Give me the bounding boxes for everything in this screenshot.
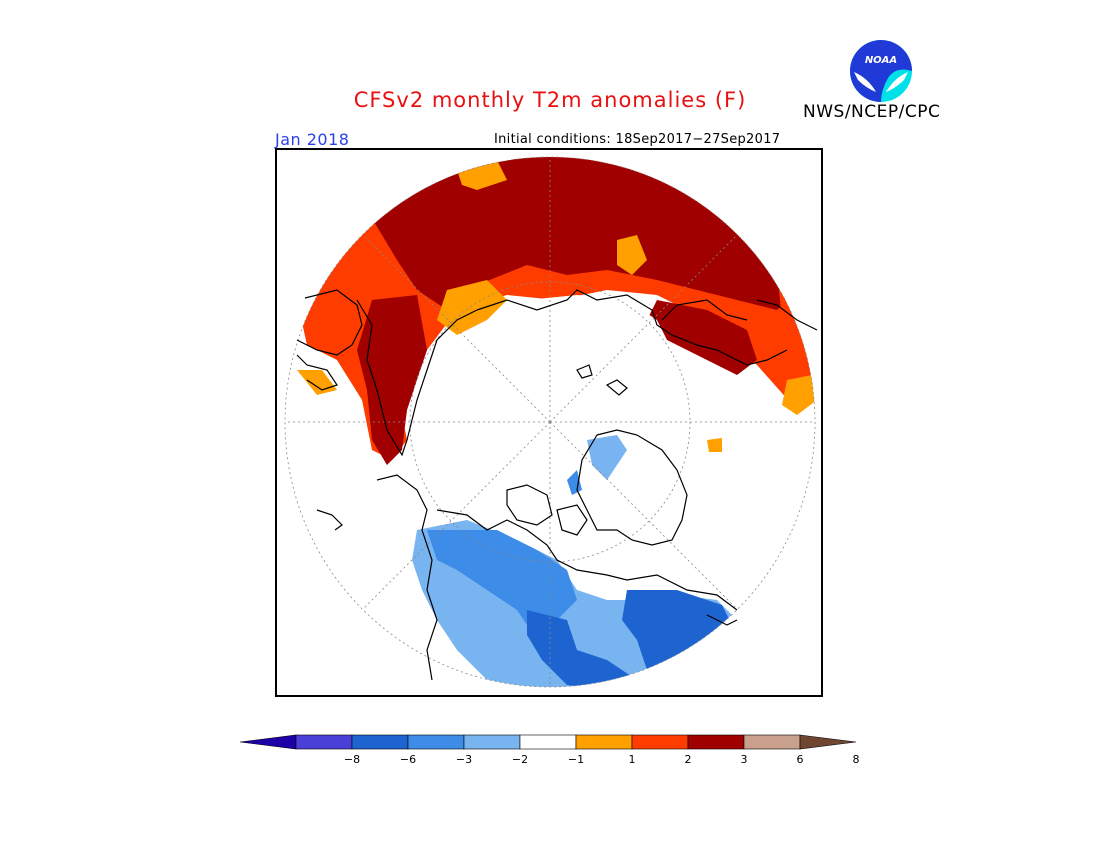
colorbar-tick-label: −3: [456, 753, 472, 766]
cold-region-islands: [567, 470, 582, 495]
strong-cold-region-a: [622, 590, 732, 680]
colorbar-swatch: [407, 734, 465, 750]
colorbar-tick-label: 8: [853, 753, 860, 766]
map-frame: [275, 148, 823, 697]
colorbar-arrow-low: [239, 734, 297, 750]
graticule: [284, 156, 816, 688]
colorbar-swatch: [631, 734, 689, 750]
colorbar-tick-label: 2: [685, 753, 692, 766]
valid-month-label: Jan 2018: [275, 130, 350, 149]
colorbar-tick-label: −1: [568, 753, 584, 766]
mild-warm-region-d: [297, 370, 337, 395]
mild-warm-region-e: [782, 375, 815, 415]
map-title: CFSv2 monthly T2m anomalies (F): [353, 88, 747, 112]
colorbar-arrow-high: [799, 734, 857, 750]
colorbar-tick-label: −6: [400, 753, 416, 766]
strong-warm-region-b: [357, 295, 427, 465]
colorbar-swatch: [295, 734, 353, 750]
colorbar-labels: −8 −6 −3 −2 −1 1 2 3 6 8: [344, 753, 860, 766]
mild-cold-region: [427, 530, 577, 640]
colorbar-swatch: [575, 734, 633, 750]
mild-warm-region-b: [617, 235, 647, 275]
colorbar-swatches: [239, 734, 857, 750]
colorbar-swatch: [519, 734, 577, 750]
mild-warm-region-f: [707, 438, 722, 452]
colorbar-tick-label: −8: [344, 753, 360, 766]
logo-text: NOAA: [865, 55, 897, 66]
coastlines: [296, 289, 818, 681]
colorbar-tick-label: 6: [797, 753, 804, 766]
strong-cold-region-b: [527, 610, 637, 687]
colorbar-swatch: [463, 734, 521, 750]
colorbar: −8 −6 −3 −2 −1 1 2 3 6 8: [239, 734, 860, 766]
polar-map: [284, 156, 818, 688]
colorbar-tick-label: −2: [512, 753, 528, 766]
initial-conditions-label: Initial conditions: 18Sep2017−27Sep2017: [494, 132, 781, 147]
arctic-neutral-region: [467, 295, 677, 455]
noaa-logo-icon: NOAA: [850, 40, 912, 102]
agency-label: NWS/NCEP/CPC: [803, 102, 941, 122]
colorbar-tick-label: 3: [741, 753, 748, 766]
colorbar-tick-label: 1: [629, 753, 636, 766]
colorbar-swatch: [743, 734, 801, 750]
colorbar-swatch: [687, 734, 745, 750]
colorbar-swatch: [351, 734, 409, 750]
mild-warm-region-a: [437, 280, 507, 335]
